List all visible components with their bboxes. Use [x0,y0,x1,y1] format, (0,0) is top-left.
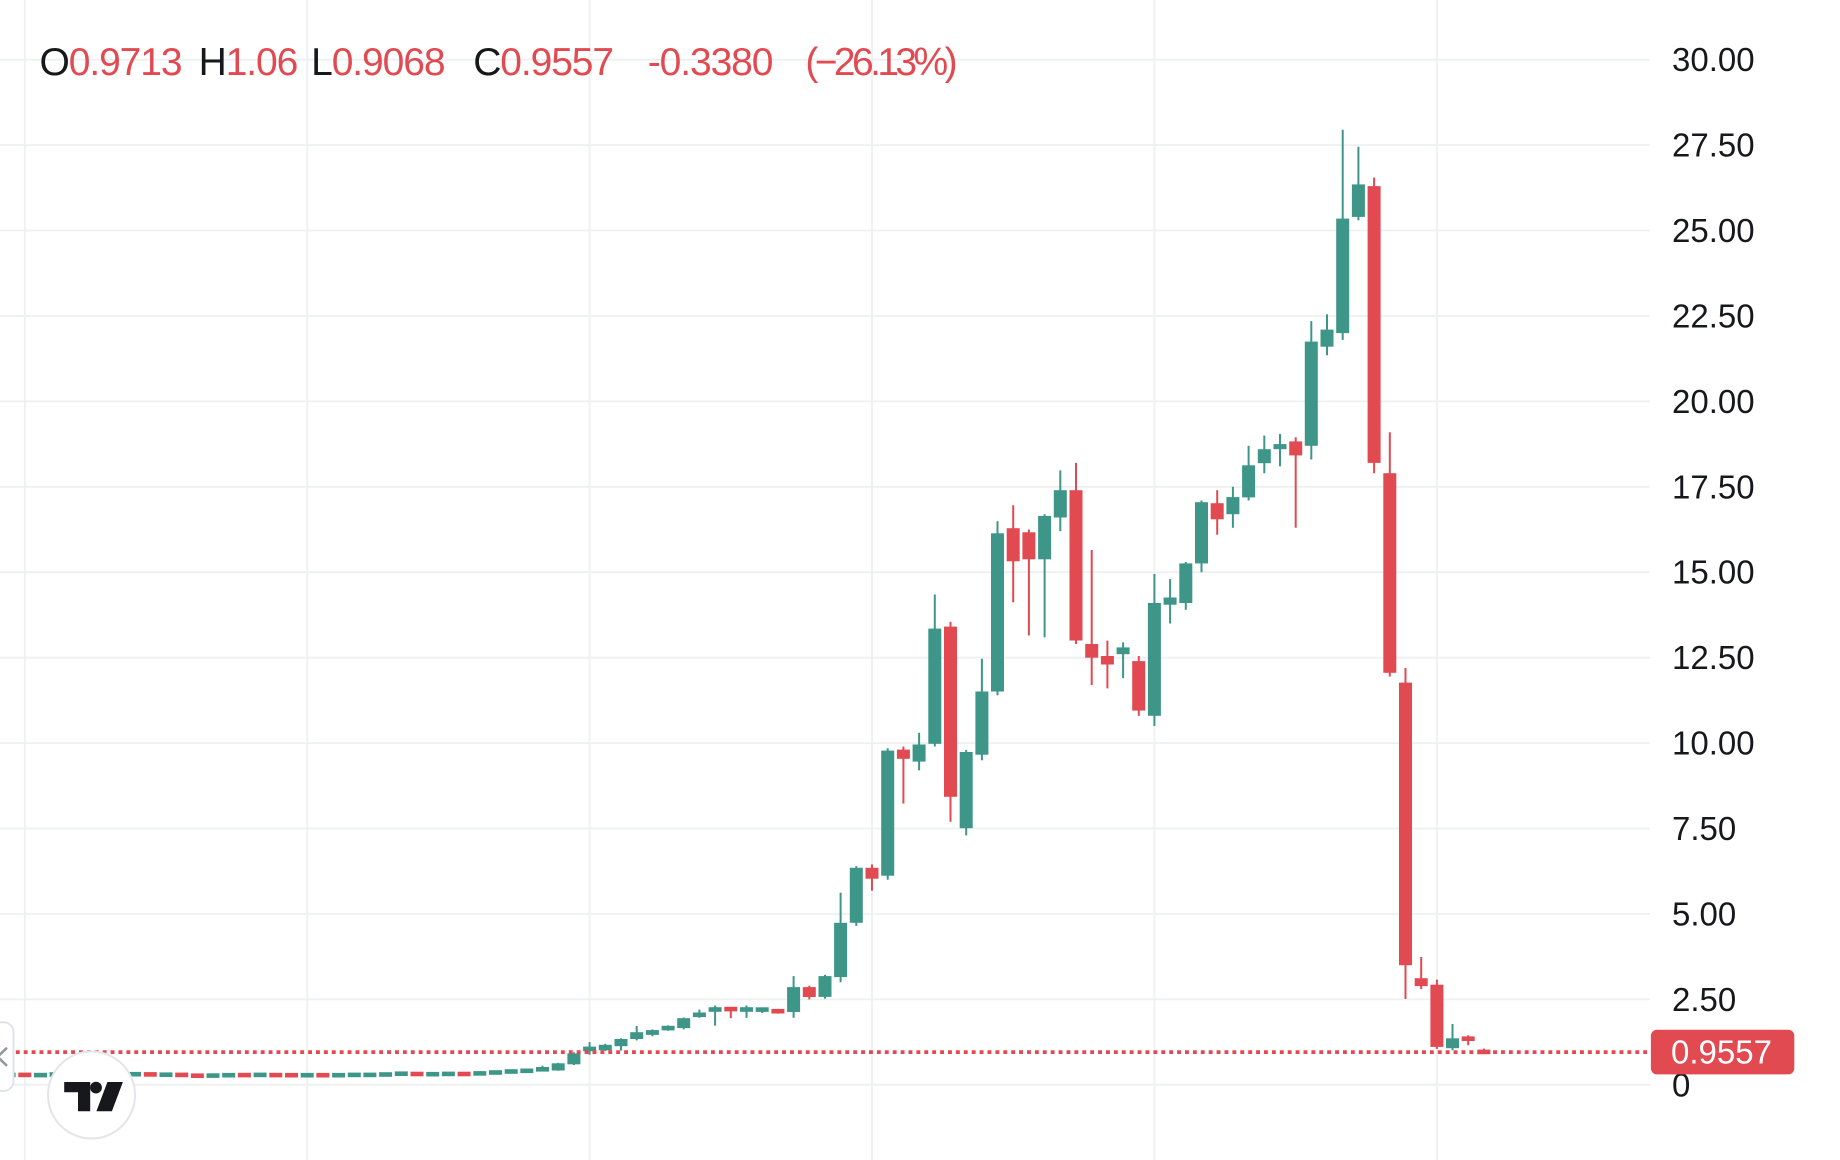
svg-text:10.00: 10.00 [1672,725,1755,762]
svg-text:25.00: 25.00 [1672,212,1755,249]
svg-text:5.00: 5.00 [1672,895,1736,932]
svg-text:20.00: 20.00 [1672,383,1755,420]
svg-text:12.50: 12.50 [1672,639,1755,676]
svg-text:27.50: 27.50 [1672,127,1755,164]
svg-text:2.50: 2.50 [1672,981,1736,1018]
svg-text:22.50: 22.50 [1672,298,1755,335]
svg-text:15.00: 15.00 [1672,554,1755,591]
svg-text:0.9557: 0.9557 [1671,1034,1772,1071]
svg-text:17.50: 17.50 [1672,468,1755,505]
svg-text:30.00: 30.00 [1672,41,1755,78]
svg-text:0: 0 [1672,1066,1690,1103]
svg-text:7.50: 7.50 [1672,810,1736,847]
